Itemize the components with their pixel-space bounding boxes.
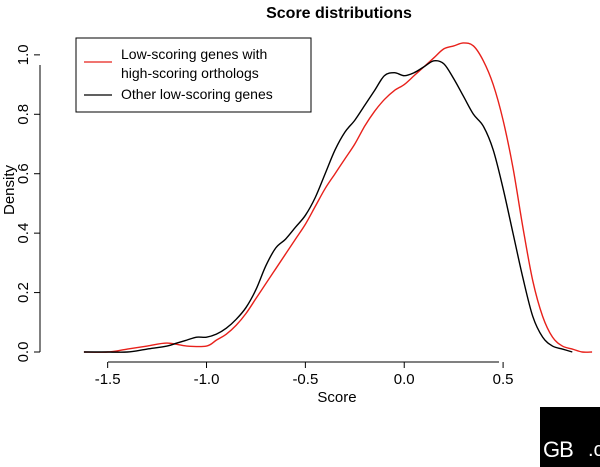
- x-ticks: -1.5 -1.0 -0.5 0.0 0.5: [95, 362, 514, 388]
- y-tick-label: 0.4: [15, 223, 32, 244]
- x-tick-label: -0.5: [292, 371, 318, 388]
- y-tick-label: 0.6: [15, 163, 32, 184]
- series-line-red: [83, 42, 593, 353]
- gb-logo: GB .c: [540, 407, 600, 467]
- series-lines: [83, 42, 593, 353]
- legend: Low-scoring genes with high-scoring orth…: [75, 37, 312, 113]
- legend-box: [75, 37, 312, 113]
- y-axis-label: Density: [1, 164, 18, 215]
- logo-text-main: GB: [543, 437, 574, 462]
- y-tick-label: 1.0: [15, 44, 32, 65]
- y-tick-label: 0.8: [15, 104, 32, 125]
- x-tick-label: -1.5: [95, 371, 121, 388]
- series-line-black: [83, 59, 573, 353]
- x-tick-label: 0.0: [394, 371, 415, 388]
- x-tick-label: 0.5: [493, 371, 514, 388]
- x-tick-label: -1.0: [194, 371, 220, 388]
- y-tick-label: 0.2: [15, 282, 32, 303]
- y-tick-label: 0.0: [15, 342, 32, 363]
- x-axis-label: Score: [317, 389, 356, 406]
- chart-title: Score distributions: [266, 5, 412, 22]
- logo-text-tail: .c: [588, 439, 600, 461]
- legend-label-red: Low-scoring genes with: [121, 46, 267, 62]
- legend-label-black: Other low-scoring genes: [121, 86, 273, 102]
- y-ticks: 0.0 0.2 0.4 0.6 0.8 1.0: [15, 44, 40, 362]
- legend-label-red-line2: high-scoring orthologs: [121, 65, 259, 81]
